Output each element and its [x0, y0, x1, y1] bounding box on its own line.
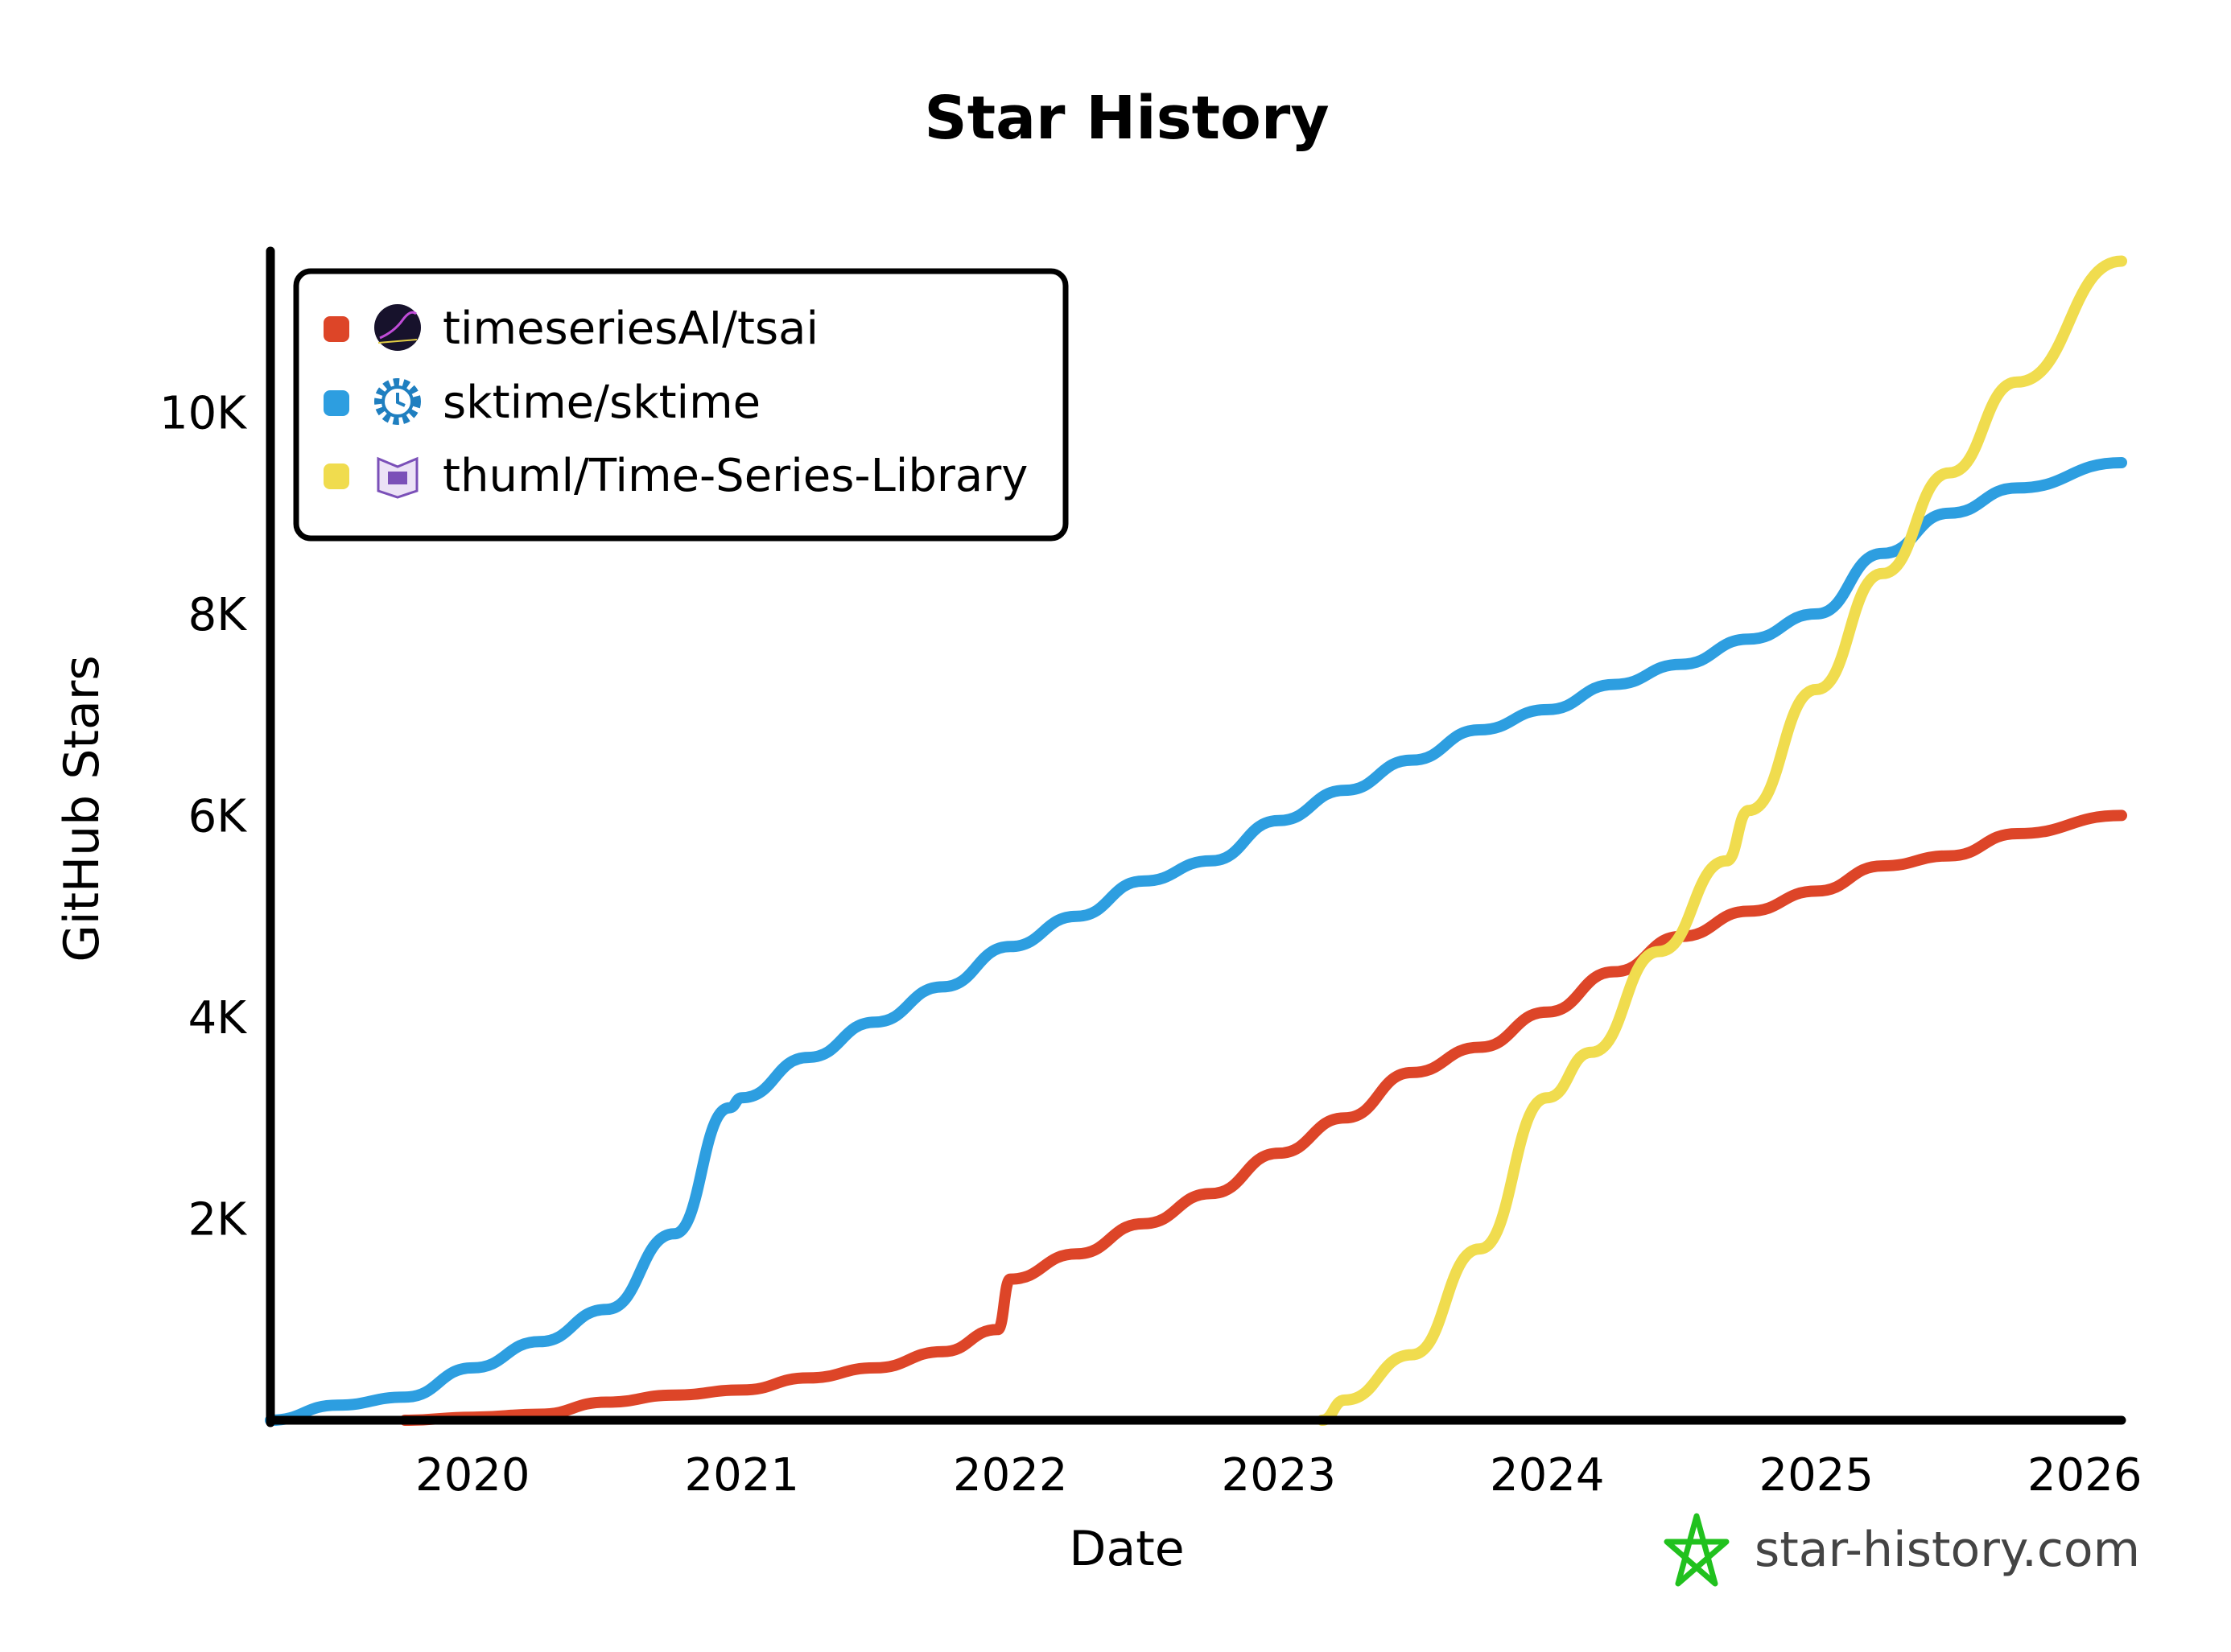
y-tick-label: 4K [188, 992, 248, 1044]
x-tick-label: 2025 [1759, 1449, 1874, 1502]
x-tick-label: 2020 [415, 1449, 530, 1502]
series-line-thuml-time-series-library [1316, 255, 2127, 1426]
legend-label-time-series-library: thuml/Time-Series-Library [443, 450, 1028, 502]
y-tick-label: 6K [188, 790, 248, 842]
star-history-logo-icon [1664, 1513, 1730, 1587]
x-tick-labels: 2020 2021 2022 2023 2024 2025 2026 [415, 1449, 2142, 1502]
x-axis-label: Date [1069, 1521, 1184, 1577]
series-line-sktime-sktime [265, 457, 2127, 1426]
legend-label-tsai: timeseriesAI/tsai [443, 303, 819, 355]
tsai-avatar-icon [374, 304, 421, 351]
x-tick-label: 2022 [953, 1449, 1068, 1502]
legend-swatch-tsai [324, 316, 349, 342]
brand-link[interactable]: star-history.com [1755, 1522, 2140, 1578]
x-tick-label: 2023 [1222, 1449, 1337, 1502]
legend-box [293, 268, 1069, 542]
time-series-library-book-icon [377, 456, 419, 499]
x-tick-label: 2026 [2027, 1449, 2142, 1502]
legend: timeseriesAI/tsai sktime/sktime thuml/Ti… [293, 268, 1069, 542]
legend-swatch-sktime [324, 390, 349, 416]
y-tick-label: 8K [188, 589, 248, 641]
y-tick-label: 2K [188, 1194, 248, 1246]
y-tick-labels: 2K 4K 6K 8K 10K [159, 387, 247, 1246]
y-axis-label: GitHub Stars [54, 655, 110, 962]
legend-label-sktime: sktime/sktime [443, 377, 761, 429]
x-tick-label: 2024 [1490, 1449, 1605, 1502]
y-tick-label: 10K [159, 387, 247, 439]
legend-swatch-time-series-library [324, 463, 349, 489]
x-tick-label: 2021 [684, 1449, 799, 1502]
sktime-gear-clock-icon [374, 378, 421, 425]
series-line-timeseriesai-tsai [399, 810, 2127, 1426]
chart-title: Star History [924, 84, 1329, 153]
series-layer [265, 255, 2127, 1426]
